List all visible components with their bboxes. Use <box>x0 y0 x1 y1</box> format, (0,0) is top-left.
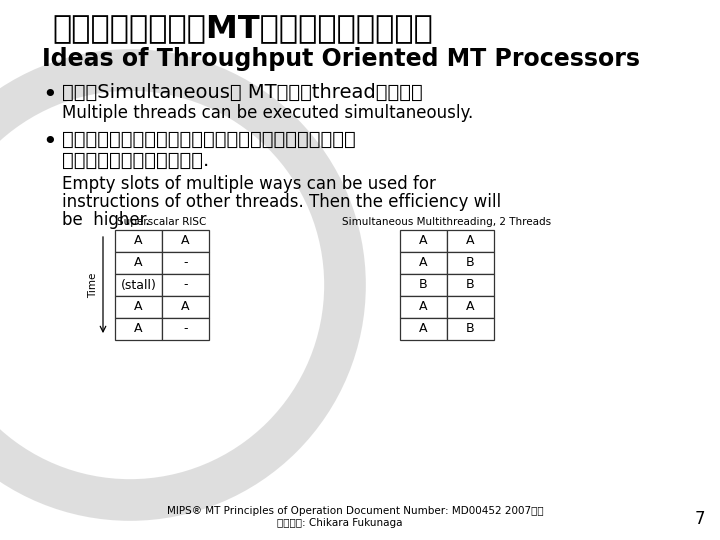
Text: •: • <box>42 130 57 154</box>
Text: B: B <box>419 279 428 292</box>
Bar <box>115 318 162 340</box>
Text: A: A <box>419 234 428 247</box>
Text: 7: 7 <box>695 510 705 528</box>
Bar <box>115 230 162 252</box>
Text: Empty slots of multiple ways can be used for: Empty slots of multiple ways can be used… <box>62 175 436 193</box>
Bar <box>400 252 447 274</box>
Text: B: B <box>466 279 474 292</box>
Text: -: - <box>184 322 188 335</box>
Text: Simultaneous Multithreading, 2 Threads: Simultaneous Multithreading, 2 Threads <box>343 217 552 227</box>
Text: スループット指向MTプロセッサの考え方: スループット指向MTプロセッサの考え方 <box>52 13 433 44</box>
Text: A: A <box>419 256 428 269</box>
Text: (stall): (stall) <box>120 279 156 292</box>
Text: A: A <box>419 322 428 335</box>
Text: -: - <box>184 256 188 269</box>
Bar <box>162 274 209 296</box>
Text: Ideas of Throughput Oriented MT Processors: Ideas of Throughput Oriented MT Processo… <box>42 47 640 71</box>
Bar <box>115 274 162 296</box>
Bar <box>447 252 494 274</box>
Text: Multiple threads can be executed simultaneously.: Multiple threads can be executed simulta… <box>62 104 473 122</box>
Text: の命令で充填させればよい.: の命令で充填させればよい. <box>62 151 210 170</box>
Bar <box>400 296 447 318</box>
Bar <box>447 230 494 252</box>
Text: A: A <box>134 322 143 335</box>
Text: A: A <box>134 256 143 269</box>
Bar <box>162 296 209 318</box>
Text: Superscalar RISC: Superscalar RISC <box>117 217 207 227</box>
Text: A: A <box>419 300 428 314</box>
Text: A: A <box>181 234 190 247</box>
Text: A: A <box>467 300 474 314</box>
Bar <box>115 252 162 274</box>
Bar <box>115 296 162 318</box>
Text: •: • <box>42 83 57 107</box>
Text: スーパスカラの埋まらないスロットを他のスレッドから: スーパスカラの埋まらないスロットを他のスレッドから <box>62 130 356 149</box>
Bar <box>400 230 447 252</box>
Bar <box>162 230 209 252</box>
Text: A: A <box>134 300 143 314</box>
Text: 福永　力: Chikara Fukunaga: 福永 力: Chikara Fukunaga <box>277 518 402 528</box>
Bar <box>400 274 447 296</box>
Text: B: B <box>466 256 474 269</box>
Bar <box>400 318 447 340</box>
Bar <box>162 318 209 340</box>
Text: be  higher.: be higher. <box>62 211 150 229</box>
Bar <box>162 252 209 274</box>
Text: MIPS® MT Principles of Operation Document Number: MD00452 2007より: MIPS® MT Principles of Operation Documen… <box>167 506 544 516</box>
Bar <box>447 318 494 340</box>
Bar <box>447 296 494 318</box>
Text: A: A <box>181 300 190 314</box>
Text: A: A <box>467 234 474 247</box>
Bar <box>447 274 494 296</box>
Text: -: - <box>184 279 188 292</box>
Text: Time: Time <box>88 272 98 298</box>
Text: instructions of other threads. Then the efficiency will: instructions of other threads. Then the … <box>62 193 501 211</box>
Text: B: B <box>466 322 474 335</box>
Text: 同時（Simultaneous） MT：複数thread同時実行: 同時（Simultaneous） MT：複数thread同時実行 <box>62 83 423 102</box>
Text: A: A <box>134 234 143 247</box>
